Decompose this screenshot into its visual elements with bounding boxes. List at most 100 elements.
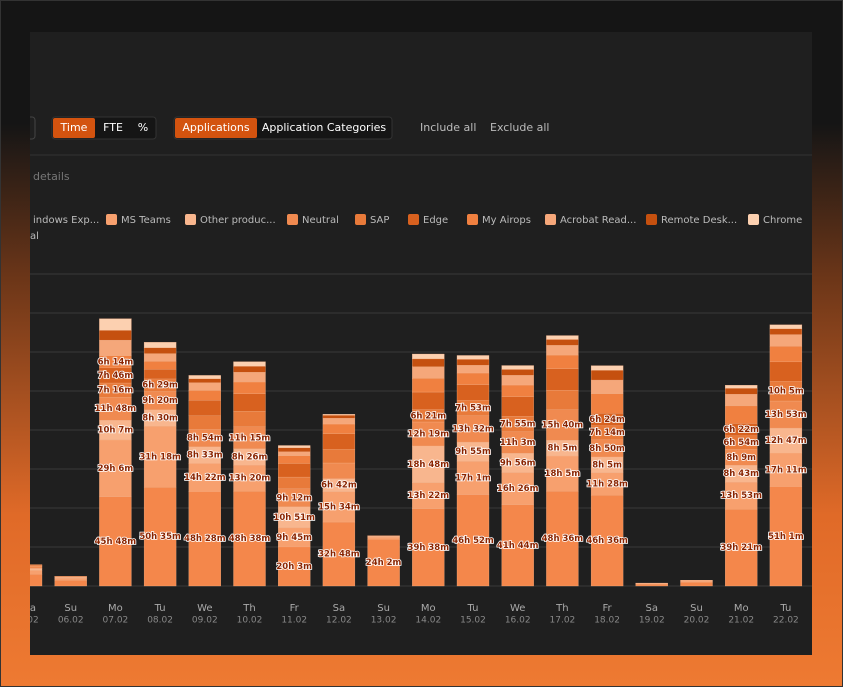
legend-swatch: [646, 214, 657, 225]
bar-segment: [143, 487, 177, 587]
value-label: 12h 19m: [408, 429, 450, 439]
bar-segment: [501, 504, 534, 587]
value-label: 46h 36m: [586, 536, 628, 546]
bar-segment: [233, 411, 266, 427]
bar-segment: [188, 378, 221, 383]
bar-segment: [30, 564, 43, 566]
bar-segment: [725, 388, 758, 395]
value-label: 16h 26m: [497, 484, 539, 494]
bar-segment: [456, 359, 490, 366]
value-label: 9h 20m: [142, 396, 178, 406]
bar-segment: [590, 365, 624, 371]
bar-segment: [143, 342, 177, 348]
link[interactable]: Exclude all: [490, 121, 549, 134]
cropped-button[interactable]: [10, 116, 36, 140]
value-label: 6h 21m: [410, 411, 446, 421]
bar-segment: [412, 508, 445, 587]
bar-segment: [143, 426, 177, 488]
value-label: 20h 3m: [276, 562, 312, 572]
bar-segment: [322, 418, 356, 425]
bar-segment: [412, 445, 445, 483]
bar-segment: [54, 580, 87, 587]
value-label: 10h 7m: [98, 426, 134, 436]
value-label: 10h 51m: [273, 513, 315, 523]
value-label: 48h 28m: [184, 534, 226, 544]
bar-segment: [278, 546, 311, 587]
bar-segment: [412, 391, 445, 410]
bar-segment: [278, 463, 311, 478]
button[interactable]: Application Categories: [262, 121, 387, 134]
bar-segment: [546, 455, 579, 492]
legend-label: Edge: [423, 215, 448, 226]
bar-segment: [501, 369, 534, 376]
bar-segment: [278, 447, 311, 452]
bar-segment: [769, 486, 803, 587]
button[interactable]: FTE: [103, 121, 123, 134]
value-label: 17h 1m: [455, 474, 491, 484]
bar-segment: [546, 335, 579, 340]
bar-segment: [501, 384, 534, 397]
bar-segment: [322, 462, 356, 479]
bar-segment: [501, 365, 534, 370]
value-label: 11h 48m: [95, 404, 137, 414]
bar-segment: [456, 365, 490, 374]
bar-segment: [546, 368, 579, 391]
value-label: 6h 22m: [723, 425, 759, 435]
legend-label: Acrobat Read...: [560, 215, 636, 226]
value-label: 8h 5m: [592, 460, 622, 470]
value-label: 7h 55m: [500, 419, 536, 429]
legend-label: Other produc...: [200, 215, 276, 226]
value-label: 9h 12m: [276, 493, 312, 503]
value-label: 9h 55m: [455, 447, 491, 457]
button[interactable]: Time: [60, 121, 88, 134]
value-label: 13h 53m: [765, 410, 807, 420]
value-label: 6h 14m: [98, 357, 134, 367]
bar-segment: [99, 330, 132, 341]
bar-segment: [590, 370, 624, 381]
x-tick-date: 17.02: [550, 616, 576, 626]
value-label: 39h 38m: [408, 543, 450, 553]
bar-segment: [769, 334, 803, 347]
x-tick-label: We: [510, 603, 525, 614]
bar-segment: [99, 496, 132, 587]
x-tick-date: 06.02: [58, 616, 84, 626]
x-tick-label: Sa: [646, 603, 658, 614]
legend-swatch: [287, 214, 298, 225]
x-tick-date: 15.02: [460, 616, 486, 626]
x-tick-date: 13.02: [371, 616, 397, 626]
x-tick-label: Fr: [603, 603, 613, 614]
value-label: 32h 48m: [318, 550, 360, 560]
value-label: 51h 1m: [768, 532, 804, 542]
link[interactable]: Include all: [420, 121, 476, 134]
button[interactable]: %: [138, 121, 148, 134]
x-tick-label: a: [30, 603, 36, 614]
button[interactable]: Applications: [182, 121, 249, 134]
x-tick-date: 14.02: [415, 616, 441, 626]
value-label: 41h 44m: [497, 541, 539, 551]
button-active[interactable]: [175, 118, 257, 138]
bar-segment: [188, 375, 221, 379]
legend-swatch: [545, 214, 556, 225]
x-tick-date: 02: [27, 616, 38, 626]
x-tick-label: Tu: [467, 603, 479, 614]
bar-segment: [143, 353, 177, 362]
legend-swatch: [355, 214, 366, 225]
bar-segment: [456, 384, 490, 401]
details-link[interactable]: details: [33, 170, 70, 183]
legend-swatch: [467, 214, 478, 225]
bar-segment: [725, 385, 758, 389]
bar-segment: [456, 415, 490, 443]
bar-segment: [188, 400, 221, 416]
legend-label: Remote Desk...: [661, 215, 737, 226]
value-label: 45h 48m: [95, 537, 137, 547]
bar-segment: [769, 427, 803, 454]
bar-segment: [143, 361, 177, 370]
legend-swatch: [185, 214, 196, 225]
bar-segment: [725, 394, 758, 407]
button-active[interactable]: [53, 118, 95, 138]
x-tick-label: Tu: [779, 603, 791, 614]
value-label: 7h 16m: [98, 386, 134, 396]
bar-segment: [769, 452, 803, 487]
value-label: 12h 47m: [765, 436, 807, 446]
